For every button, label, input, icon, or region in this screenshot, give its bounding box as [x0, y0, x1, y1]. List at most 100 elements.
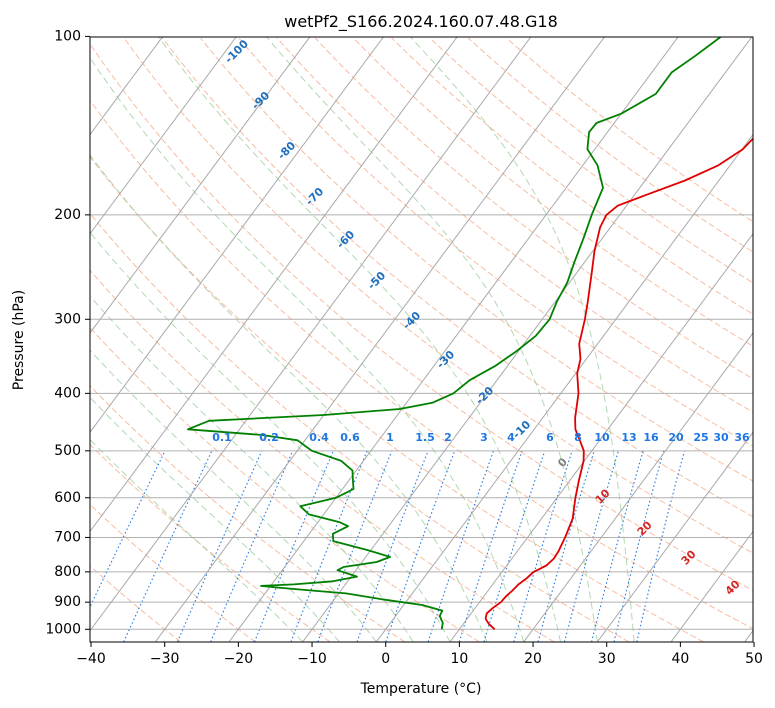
mixing-ratio-label: 25: [693, 431, 708, 444]
dry-adiabat-line: [467, 37, 753, 253]
dry-adiabat-label: 30: [679, 547, 699, 567]
dry-adiabat-label: 20: [635, 518, 655, 538]
chart-title: wetPf2_S166.2024.160.07.48.G18: [284, 12, 558, 32]
moist-adiabat-line: [409, 37, 635, 642]
mixing-ratio-label: 4: [507, 431, 515, 444]
mixing-ratio-line: [591, 450, 644, 642]
x-tick-label: −20: [224, 651, 254, 667]
mixing-ratio-lines: [90, 450, 685, 642]
dry-adiabat-label: 0: [555, 455, 570, 470]
dry-adiabat-line: [90, 43, 753, 592]
dry-adiabat-label: -60: [334, 228, 357, 251]
mixing-ratio-label: 1.5: [415, 431, 435, 444]
x-tick-label: −30: [150, 651, 180, 667]
dry-adiabat-line: [90, 503, 256, 642]
moist-adiabat-line: [90, 396, 340, 642]
x-axis-label: Temperature (°C): [360, 681, 482, 697]
dry-adiabat-line: [90, 384, 406, 642]
dry-adiabat-line: [162, 37, 753, 518]
isotherm-line: [90, 37, 458, 533]
moist-adiabat-line: [266, 37, 598, 642]
mixing-ratio-line: [90, 450, 166, 609]
mixing-ratio-line: [290, 450, 368, 642]
moist-adiabat-line: [90, 438, 304, 642]
dry-adiabat-line: [123, 37, 753, 554]
dry-adiabat-label: 40: [723, 577, 743, 597]
dry-adiabat-line: [90, 212, 630, 642]
dry-adiabat-line: [353, 37, 753, 347]
dry-adiabat-label: -70: [303, 185, 326, 208]
mixing-ratio-line: [563, 450, 620, 642]
moist-adiabats: [90, 37, 635, 642]
dry-adiabat-label: -80: [275, 139, 298, 162]
moist-adiabat-line: [157, 37, 561, 642]
mixing-ratio-label: 10: [594, 431, 610, 444]
x-tick-label: 10: [450, 651, 468, 667]
x-tick-label: −40: [76, 651, 106, 667]
mixing-ratio-label: 36: [734, 431, 750, 444]
dry-adiabat-line: [429, 37, 753, 284]
mixing-ratio-label: 0.2: [259, 431, 279, 444]
isotherm-line: [523, 332, 753, 642]
mixing-ratio-line: [356, 450, 429, 642]
mixing-ratio-line: [427, 450, 495, 642]
dry-adiabat-line: [90, 99, 753, 630]
mixing-ratio-line: [210, 450, 294, 642]
x-tick-label: −10: [297, 651, 327, 667]
y-tick-label: 200: [54, 207, 81, 223]
mixing-ratio-label: 30: [713, 431, 729, 444]
x-tick-label: 30: [598, 651, 616, 667]
mixing-ratio-line: [513, 450, 573, 642]
isotherm-line: [90, 37, 532, 632]
mixing-ratio-line: [483, 450, 546, 642]
dry-adiabat-line: [276, 37, 753, 413]
y-tick-label: 300: [54, 311, 81, 327]
dry-adiabat-label: 10: [593, 486, 613, 506]
dry-adiabat-line: [200, 37, 753, 482]
isotherm-line: [154, 37, 606, 642]
y-tick-label: 800: [54, 564, 81, 580]
y-axis-label: Pressure (hPa): [11, 290, 27, 390]
moist-adiabat-line: [90, 154, 488, 642]
mixing-ratio-label: 0.1: [212, 431, 232, 444]
line-labels: -100-90-80-70-60-50-40-30-20-10010203040…: [212, 37, 750, 598]
y-tick-label: 600: [54, 490, 81, 506]
isotherm-line: [90, 37, 237, 235]
dewpoint-curve: [187, 37, 722, 630]
mixing-ratio-label: 16: [643, 431, 659, 444]
mixing-ratio-line: [317, 450, 393, 642]
isotherm-line: [90, 37, 311, 334]
dry-adiabat-line: [90, 156, 704, 642]
x-tick-label: 50: [745, 651, 763, 667]
dry-adiabats: [90, 37, 753, 642]
mixing-ratio-line: [253, 450, 334, 642]
isotherm-line: [670, 530, 753, 642]
mixing-ratio-line: [613, 450, 665, 642]
mixing-ratio-label: 0.4: [309, 431, 329, 444]
mixing-ratio-line: [176, 450, 263, 642]
dry-adiabat-label: -20: [473, 384, 496, 407]
isotherm-line: [90, 37, 385, 434]
x-tick-label: 40: [671, 651, 689, 667]
mixing-ratio-line: [458, 450, 523, 642]
mixing-ratio-line: [123, 450, 213, 642]
axes: −40 −30 −20 −10 0 10 20 30 40 5010009008007006005…: [45, 28, 763, 667]
moist-adiabat-line: [90, 349, 377, 642]
mixing-ratio-label: 13: [621, 431, 636, 444]
isotherm-line: [596, 431, 753, 642]
y-tick-label: 100: [54, 28, 81, 44]
isotherm-line: [228, 37, 679, 642]
sounding-curves: [187, 37, 753, 630]
mixing-ratio-line: [537, 450, 595, 642]
mixing-ratio-label: 1: [386, 431, 394, 444]
dry-adiabat-label: -100: [222, 37, 251, 66]
y-tick-label: 900: [54, 594, 81, 610]
dry-adiabat-line: [90, 443, 331, 642]
isotherm-line: [375, 133, 753, 642]
mixing-ratio-label: 2: [444, 431, 452, 444]
x-tick-label: 0: [381, 651, 390, 667]
moist-adiabat-line: [90, 56, 525, 642]
y-tick-label: 700: [54, 529, 81, 545]
isotherm-line: [449, 232, 753, 642]
